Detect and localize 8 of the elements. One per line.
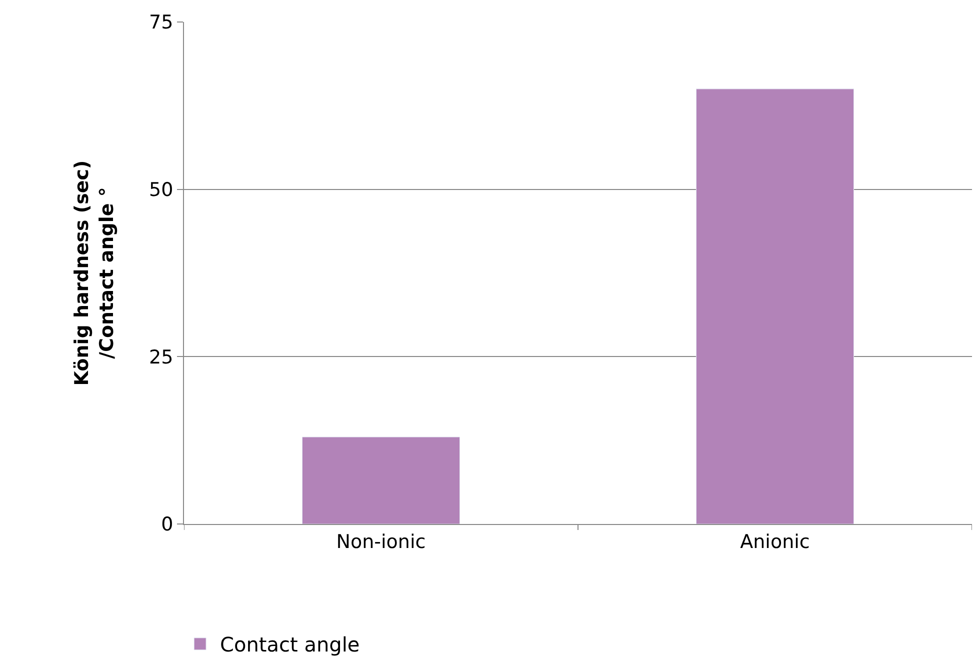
y-tick-label: 75 [149,12,174,34]
y-tick-label: 50 [149,178,174,201]
y-axis-title: König hardness (sec) /Contact angle ° [71,160,118,386]
x-tick-label: Non-ionic [336,530,426,553]
y-tick-label: 25 [149,346,174,368]
x-tick-label: Anionic [740,530,810,553]
legend-label: Contact angle [220,632,360,657]
y-tick-label: 0 [161,514,174,536]
